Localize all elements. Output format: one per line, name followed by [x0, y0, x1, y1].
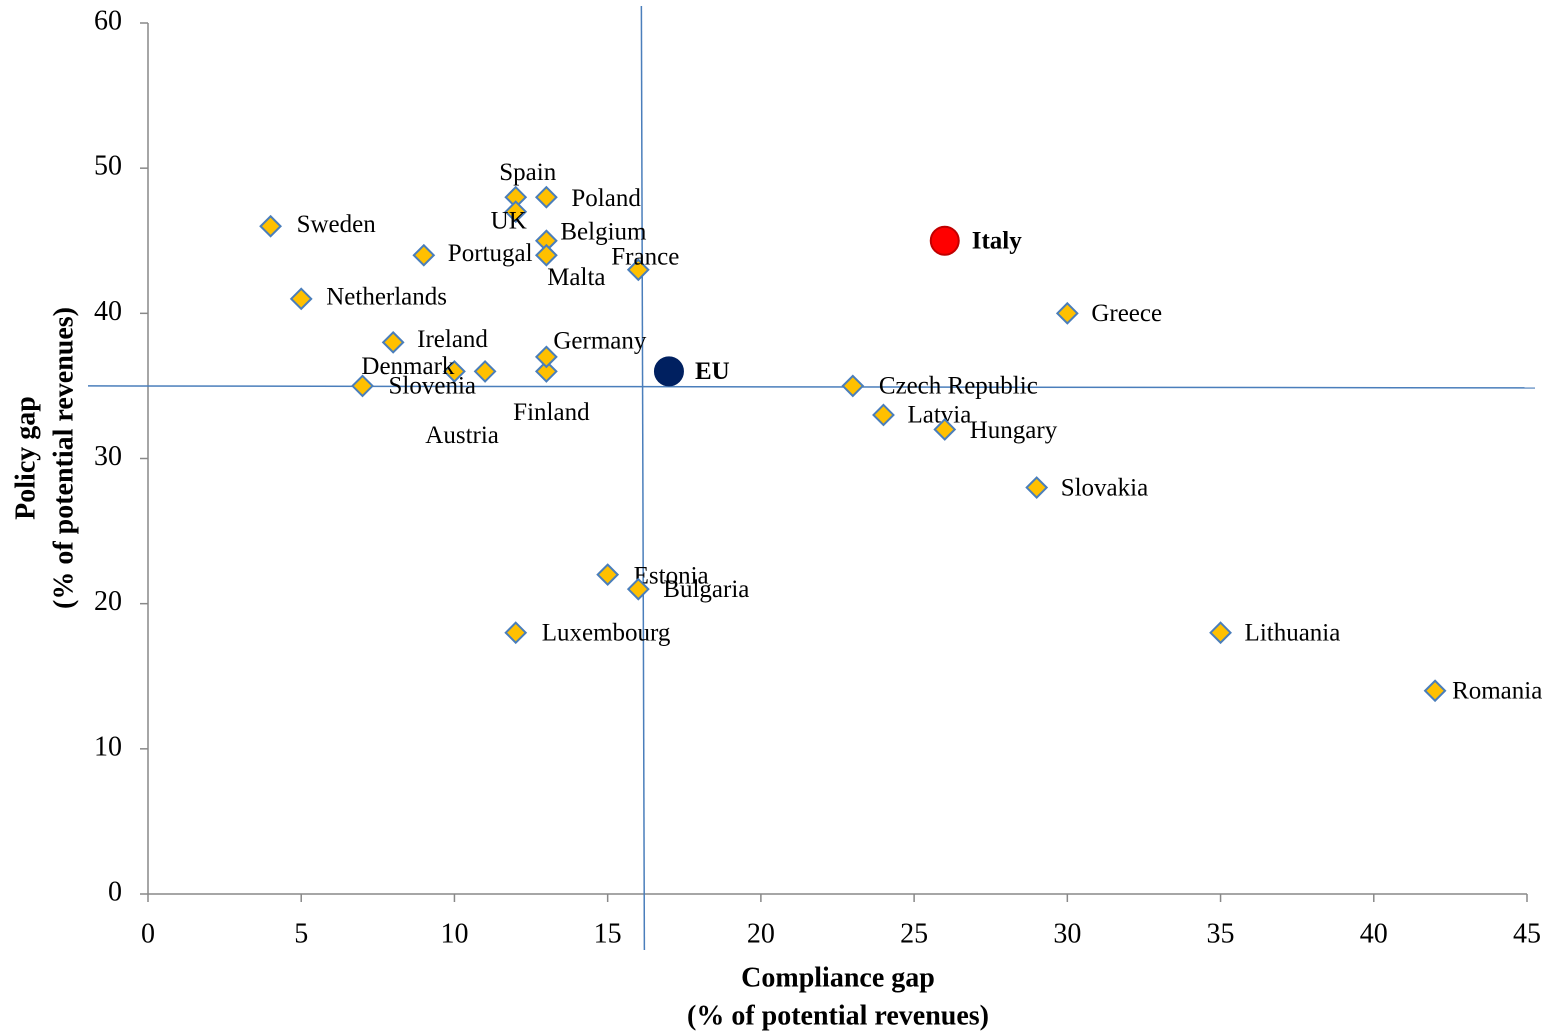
- point-label: Netherlands: [326, 284, 447, 311]
- point-label: Denmark: [361, 353, 455, 380]
- y-tick-label: 50: [94, 151, 122, 182]
- x-tick-label: 5: [294, 918, 308, 949]
- point-label: Hungary: [970, 417, 1058, 444]
- point-label: Germany: [553, 328, 647, 355]
- point: [412, 243, 436, 267]
- point-label: Lithuania: [1245, 619, 1341, 646]
- point-label: EU: [695, 358, 730, 385]
- x-axis-label: Compliance gap: [741, 962, 935, 993]
- point-label: Belgium: [560, 218, 647, 245]
- y-tick-label: 10: [94, 731, 122, 762]
- point: [929, 225, 960, 256]
- x-axis-label: (% of potential revenues): [687, 1000, 989, 1031]
- point-label: Bulgaria: [663, 576, 749, 603]
- point: [534, 359, 558, 383]
- y-tick-label: 60: [94, 5, 122, 36]
- point-label: Malta: [547, 264, 605, 291]
- point-label: Estonia: [634, 562, 709, 589]
- point: [534, 345, 558, 369]
- point-label: Luxembourg: [542, 619, 671, 646]
- point-label: France: [611, 244, 679, 271]
- point: [872, 403, 895, 427]
- x-tick-label: 25: [900, 918, 928, 949]
- point: [381, 330, 405, 354]
- x-tick-label: 0: [141, 918, 155, 949]
- x-tick-label: 15: [594, 918, 622, 949]
- reference-line: [640, 5, 646, 951]
- point-label: Austria: [425, 422, 499, 449]
- point: [1055, 301, 1079, 325]
- point: [1025, 476, 1049, 499]
- point-label: Ireland: [417, 326, 488, 353]
- reference-line: [87, 385, 1536, 389]
- y-axis-label: Policy gap: [10, 396, 41, 520]
- y-axis-label: (% of potential revenues): [48, 307, 79, 609]
- point-label: Czech Republic: [879, 373, 1038, 400]
- x-tick-label: 45: [1513, 918, 1541, 949]
- point-label: Spain: [499, 159, 556, 186]
- point: [626, 577, 650, 601]
- x-tick-label: 30: [1053, 918, 1081, 949]
- point: [259, 214, 282, 238]
- point: [504, 200, 528, 224]
- point-label: Portugal: [448, 240, 533, 267]
- point-label: UK: [491, 207, 527, 234]
- y-tick-label: 30: [94, 441, 122, 472]
- point: [841, 374, 865, 398]
- point-label: Slovenia: [389, 373, 477, 400]
- point: [626, 258, 650, 282]
- x-tick-label: 35: [1207, 918, 1235, 949]
- point: [596, 563, 620, 587]
- point: [504, 621, 528, 645]
- point: [351, 374, 374, 398]
- x-tick-label: 10: [440, 918, 468, 949]
- point: [289, 287, 313, 311]
- point: [534, 243, 558, 267]
- y-tick-label: 40: [94, 296, 122, 327]
- point-label: Italy: [972, 227, 1023, 254]
- point-label: Slovakia: [1061, 474, 1149, 501]
- point: [534, 185, 558, 209]
- x-tick-label: 40: [1360, 918, 1388, 949]
- y-tick-label: 20: [94, 586, 122, 617]
- point-label: Sweden: [297, 211, 377, 238]
- x-tick-label: 20: [747, 918, 775, 949]
- point: [443, 359, 466, 383]
- point-label: Greece: [1091, 300, 1162, 327]
- point: [1423, 679, 1447, 703]
- point-label: Romania: [1452, 678, 1542, 705]
- point-label: Finland: [513, 399, 590, 426]
- point: [1209, 621, 1232, 645]
- point: [473, 359, 497, 383]
- point-label: Poland: [571, 185, 641, 212]
- point: [933, 418, 957, 441]
- y-tick-label: 0: [108, 876, 122, 907]
- point: [653, 356, 684, 387]
